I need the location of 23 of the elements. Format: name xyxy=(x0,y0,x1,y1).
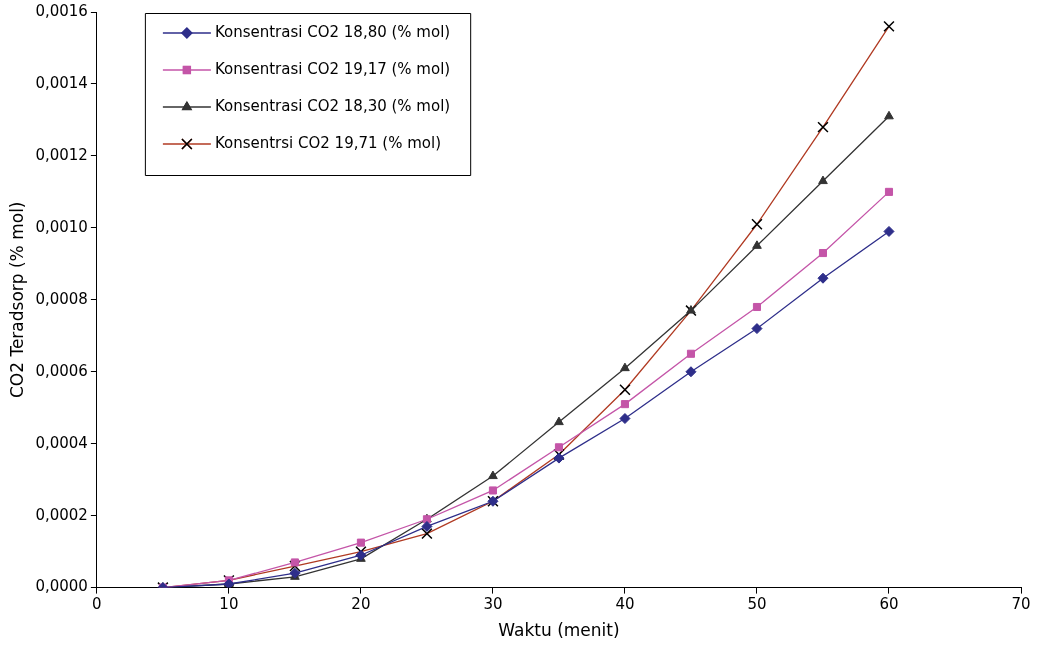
legend-label: Konsentrasi CO2 19,17 (% mol) xyxy=(214,59,451,78)
legend-label: Konsentrasi CO2 18,80 (% mol) xyxy=(214,22,451,41)
x-tick-label: 10 xyxy=(219,595,239,614)
x-tick-label: 70 xyxy=(1011,595,1031,614)
y-tick-label: 0,0014 xyxy=(35,73,88,92)
y-tick-label: 0,0004 xyxy=(35,433,88,452)
legend-label: Konsentrasi CO2 18,30 (% mol) xyxy=(214,96,451,115)
y-tick-label: 0,0002 xyxy=(35,505,88,524)
x-tick-label: 0 xyxy=(92,595,102,614)
y-tick-label: 0,0006 xyxy=(35,361,88,380)
x-axis-title: Waktu (menit) xyxy=(498,620,620,641)
y-tick-label: 0,0008 xyxy=(35,289,88,308)
y-tick-label: 0,0000 xyxy=(35,577,88,596)
x-tick-label: 40 xyxy=(615,595,635,614)
x-tick-label: 50 xyxy=(747,595,767,614)
x-tick-label: 20 xyxy=(351,595,371,614)
y-tick-label: 0,0012 xyxy=(35,145,88,164)
x-tick-label: 30 xyxy=(483,595,503,614)
x-tick-label: 60 xyxy=(879,595,899,614)
y-tick-label: 0,0010 xyxy=(35,217,88,236)
legend-label: Konsentrsi CO2 19,71 (% mol) xyxy=(214,133,441,152)
y-tick-label: 0,0016 xyxy=(35,1,88,20)
y-axis-title: CO2 Teradsorp (% mol) xyxy=(6,201,27,399)
